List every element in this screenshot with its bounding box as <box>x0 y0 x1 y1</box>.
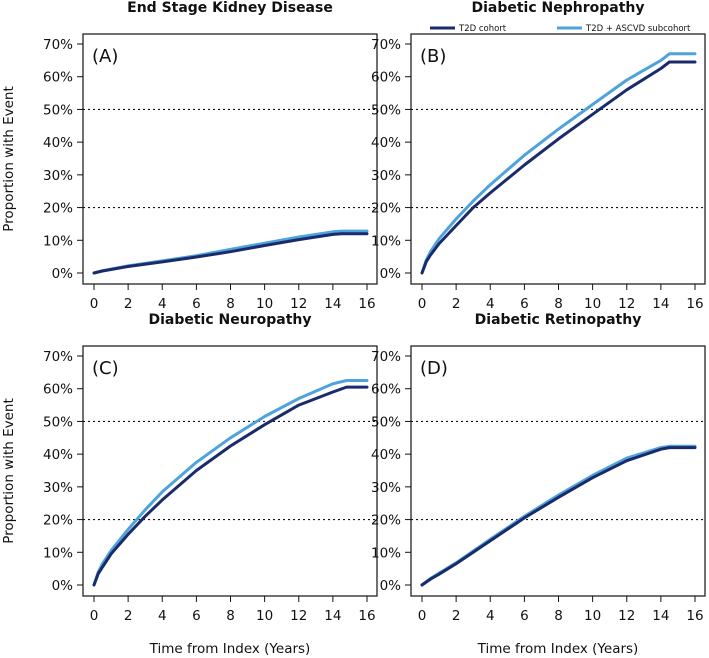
panel-d-xtick-label: 6 <box>520 608 529 624</box>
panel-b-frame <box>410 33 706 285</box>
panel-a-ytick-label: 60% <box>43 70 73 86</box>
panel-d-ytick-label: 50% <box>371 414 401 430</box>
panel-c-ytick-label: 50% <box>43 414 73 430</box>
panel-c-xtick-label: 16 <box>358 608 375 624</box>
panel-d-ytick-label: 0% <box>380 578 402 594</box>
panel-d-xtick-label: 8 <box>554 608 563 624</box>
panel-c-ytick-label: 40% <box>43 447 73 463</box>
panel-c-xtick-label: 8 <box>226 608 235 624</box>
panel-b-title: Diabetic Nephropathy <box>471 0 644 16</box>
panel-d-xtick-label: 12 <box>618 608 635 624</box>
panel-a-ytick-label: 70% <box>43 37 73 53</box>
panel-d-label: (D) <box>420 358 448 379</box>
panel-c-xtick-label: 2 <box>124 608 133 624</box>
panel-d-ytick-label: 60% <box>371 382 401 398</box>
panel-d-xtick-label: 16 <box>686 608 703 624</box>
panel-d-xtick-label: 10 <box>584 608 601 624</box>
panel-a-xtick-label: 10 <box>256 296 273 312</box>
panel-b-xtick-label: 16 <box>686 296 703 312</box>
panel-c-xtick-label: 14 <box>324 608 341 624</box>
panel-a-ytick-label: 30% <box>43 168 73 184</box>
panel-a-line-t2d-cohort <box>92 232 369 275</box>
panel-b-line-ascvd-subcohort <box>420 52 697 275</box>
panel-a-ytick-label: 50% <box>43 102 73 118</box>
panel-d-ytick-label: 40% <box>371 447 401 463</box>
panel-b-xtick-label: 4 <box>486 296 495 312</box>
panel-c-line-t2d-cohort <box>92 385 369 587</box>
panel-d-frame <box>410 345 706 597</box>
panel-b-xtick-label: 2 <box>452 296 461 312</box>
panel-b-xtick-label: 0 <box>418 296 427 312</box>
panel-b-label: (B) <box>420 46 446 67</box>
panel-b-xtick-label: 10 <box>584 296 601 312</box>
panel-b-ytick-label: 50% <box>371 102 401 118</box>
panel-b-ytick-label: 60% <box>371 70 401 86</box>
panel-a-xtick-label: 2 <box>124 296 133 312</box>
panel-c-xtick-label: 4 <box>158 608 167 624</box>
panel-c: Diabetic Neuropathy 0% 10% 20% 30% 40% 50% 60% 7… <box>43 312 378 624</box>
panel-d-title: Diabetic Retinopathy <box>475 312 642 328</box>
panel-d-xtick-label: 2 <box>452 608 461 624</box>
legend: T2D cohort T2D + ASCVD subcohort <box>430 24 691 34</box>
panel-a-frame <box>82 33 378 285</box>
panel-a-ytick-label: 10% <box>43 233 73 249</box>
panel-b-ytick-label: 70% <box>371 37 401 53</box>
panel-a: End Stage Kidney Disease 0% 10% 20% 30% 40% 50… <box>43 0 378 312</box>
panel-b-ytick-label: 20% <box>371 201 401 217</box>
panel-a-xtick-label: 14 <box>324 296 341 312</box>
panel-c-ytick-label: 10% <box>43 545 73 561</box>
panel-c-xtick-label: 6 <box>192 608 201 624</box>
panel-a-ytick-label: 20% <box>43 201 73 217</box>
panel-c-xtick-label: 0 <box>90 608 99 624</box>
y-axis-label-top: Proportion with Event <box>1 86 17 232</box>
panel-d-xtick-label: 0 <box>418 608 427 624</box>
panel-c-title: Diabetic Neuropathy <box>148 312 311 328</box>
panel-c-ytick-label: 20% <box>43 513 73 529</box>
panel-b-ytick-label: 40% <box>371 135 401 151</box>
panel-b-line-t2d-cohort <box>420 60 697 275</box>
panel-b-ytick-label: 30% <box>371 168 401 184</box>
panel-d-line-ascvd-subcohort <box>420 444 697 587</box>
panel-c-label: (C) <box>92 358 119 379</box>
panel-c-ytick-label: 60% <box>43 382 73 398</box>
panel-d-ytick-label: 30% <box>371 480 401 496</box>
x-axis-label-right: Time from Index (Years) <box>477 641 639 657</box>
panel-c-xtick-label: 12 <box>290 608 307 624</box>
panel-b-ytick-label: 0% <box>380 266 402 282</box>
panel-c-line-ascvd-subcohort <box>92 379 369 587</box>
panel-b-xtick-label: 14 <box>652 296 669 312</box>
panel-d-xtick-label: 4 <box>486 608 495 624</box>
panel-d: Diabetic Retinopathy 0% 10% 20% 30% 40% 50% 60%… <box>371 312 706 624</box>
panel-a-ytick-label: 0% <box>52 266 74 282</box>
panel-c-ytick-label: 70% <box>43 349 73 365</box>
panel-d-ytick-label: 10% <box>371 545 401 561</box>
panel-c-ytick-label: 30% <box>43 480 73 496</box>
panel-b-xtick-label: 8 <box>554 296 563 312</box>
panel-a-xtick-label: 8 <box>226 296 235 312</box>
panel-b-xtick-label: 12 <box>618 296 635 312</box>
panel-a-label: (A) <box>92 46 118 67</box>
panel-a-xtick-label: 12 <box>290 296 307 312</box>
panel-a-xtick-label: 6 <box>192 296 201 312</box>
x-axis-label-left: Time from Index (Years) <box>149 641 311 657</box>
panel-c-xtick-label: 10 <box>256 608 273 624</box>
panel-d-ytick-label: 20% <box>371 513 401 529</box>
legend-label-ascvd: T2D + ASCVD subcohort <box>585 24 691 34</box>
panel-a-xtick-label: 4 <box>158 296 167 312</box>
panel-a-ytick-label: 40% <box>43 135 73 151</box>
panel-d-line-t2d-cohort <box>420 446 697 587</box>
panel-b-ytick-label: 10% <box>371 233 401 249</box>
panel-a-title: End Stage Kidney Disease <box>127 0 333 16</box>
panel-d-xtick-label: 14 <box>652 608 669 624</box>
panel-d-ytick-label: 70% <box>371 349 401 365</box>
panel-b: Diabetic Nephropathy 0% 10% 20% 30% 40% 50% 60%… <box>371 0 706 312</box>
panel-a-xtick-label: 16 <box>358 296 375 312</box>
panel-c-ytick-label: 0% <box>52 578 74 594</box>
y-axis-label-bottom: Proportion with Event <box>1 398 17 544</box>
legend-label-t2d: T2D cohort <box>458 24 507 34</box>
panel-a-xtick-label: 0 <box>90 296 99 312</box>
panel-b-xtick-label: 6 <box>520 296 529 312</box>
